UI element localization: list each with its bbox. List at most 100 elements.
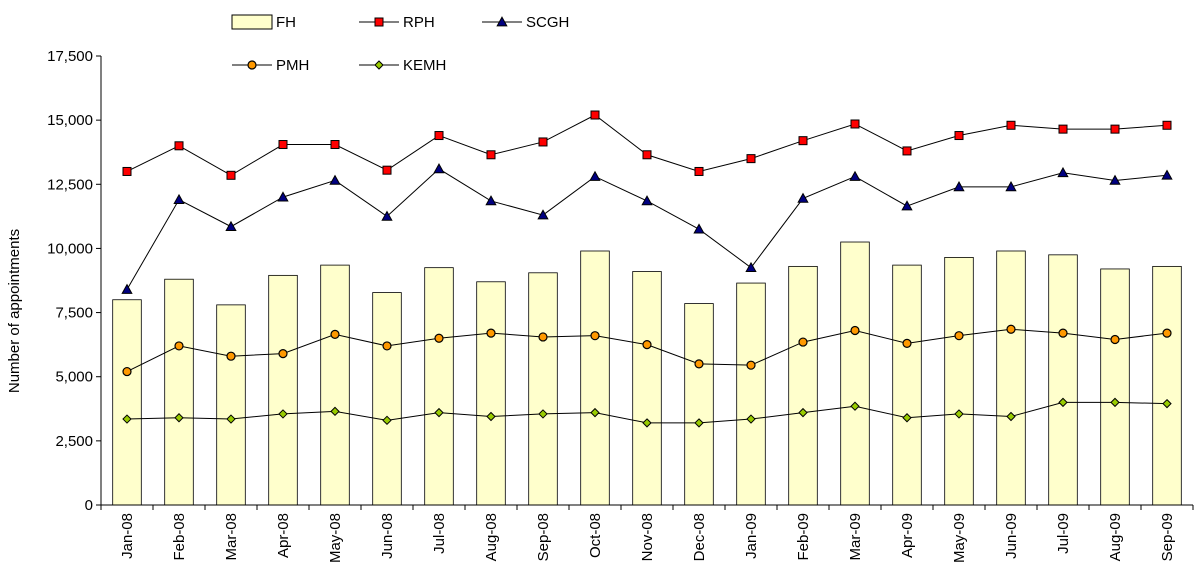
point-rph-jan-08 xyxy=(122,166,132,176)
x-tick-label: Aug-09 xyxy=(1107,513,1124,561)
x-tick-label: Feb-09 xyxy=(795,513,812,561)
bar-fh-apr-09 xyxy=(892,264,922,506)
point-rph-nov-08 xyxy=(642,150,652,160)
legend: FH RPH SCGH PMH KEMH xyxy=(231,14,569,74)
point-pmh-apr-09 xyxy=(902,338,912,348)
bar-fh-may-08 xyxy=(320,264,350,506)
y-tick-label: 15,000 xyxy=(47,112,93,129)
point-kemh-aug-08 xyxy=(486,411,496,422)
point-rph-feb-08 xyxy=(174,141,184,151)
point-rph-mar-08 xyxy=(226,170,236,180)
legend-label-scgh: SCGH xyxy=(526,14,569,31)
bar-fh-feb-08 xyxy=(164,278,194,506)
point-rph-may-08 xyxy=(330,140,340,150)
x-tick-label: Dec-08 xyxy=(691,513,708,561)
x-tick-label: Jan-09 xyxy=(743,513,760,559)
legend-marker-rph xyxy=(374,17,384,27)
point-pmh-may-09 xyxy=(954,331,964,341)
x-tick-label: Oct-08 xyxy=(587,513,604,558)
point-kemh-apr-08 xyxy=(278,409,288,419)
point-kemh-may-09 xyxy=(954,409,964,419)
point-kemh-jan-09 xyxy=(746,414,756,424)
bar-fh-jul-09 xyxy=(1048,254,1078,506)
y-tick-label: 7,500 xyxy=(55,305,93,322)
legend-marker-scgh xyxy=(496,16,508,27)
bar-fh-mar-09 xyxy=(840,241,870,506)
x-tick-label: Jul-08 xyxy=(431,513,448,554)
point-scgh-sep-08 xyxy=(537,209,549,220)
point-pmh-jul-08 xyxy=(434,333,444,343)
x-tick-label: Jun-09 xyxy=(1003,513,1020,559)
point-scgh-apr-09 xyxy=(901,200,913,211)
point-scgh-mar-08 xyxy=(225,220,237,231)
point-scgh-apr-08 xyxy=(277,191,289,202)
point-kemh-nov-08 xyxy=(642,418,652,428)
x-tick-label: Sep-09 xyxy=(1159,513,1176,561)
point-scgh-sep-09 xyxy=(1161,169,1173,180)
point-scgh-nov-08 xyxy=(641,195,653,206)
point-scgh-feb-08 xyxy=(173,193,185,205)
point-scgh-mar-09 xyxy=(849,170,861,181)
point-rph-sep-08 xyxy=(538,137,548,147)
point-pmh-feb-08 xyxy=(174,341,184,351)
x-tick-label: Mar-08 xyxy=(223,513,240,561)
point-pmh-oct-08 xyxy=(590,331,600,341)
y-tick-label: 10,000 xyxy=(47,240,93,257)
point-rph-jul-09 xyxy=(1058,124,1068,134)
bar-fh-aug-09 xyxy=(1100,268,1130,506)
x-tick-label: Sep-08 xyxy=(535,513,552,561)
plot-area: 0 2,500 5,000 7,500 10,000 12,500 15,000 17,500… xyxy=(47,48,1194,563)
point-scgh-jun-08 xyxy=(381,210,393,221)
point-pmh-apr-08 xyxy=(278,349,288,359)
point-scgh-jan-08 xyxy=(121,283,133,294)
point-kemh-jan-08 xyxy=(122,414,132,424)
bar-fh-aug-08 xyxy=(476,281,506,506)
legend-label-fh: FH xyxy=(276,14,296,31)
x-tick-label: Mar-09 xyxy=(847,513,864,561)
bar-fh-may-09 xyxy=(944,257,974,506)
x-tick-label: Nov-08 xyxy=(639,513,656,561)
point-rph-may-09 xyxy=(954,131,964,141)
bar-fh-jun-09 xyxy=(996,250,1026,506)
point-scgh-oct-08 xyxy=(589,170,601,181)
x-tick-label: Feb-08 xyxy=(171,513,188,561)
y-tick-label: 12,500 xyxy=(47,176,93,193)
bar-fh-jan-08 xyxy=(112,299,142,506)
point-rph-jun-09 xyxy=(1006,120,1016,130)
point-kemh-sep-08 xyxy=(538,409,548,419)
point-pmh-feb-09 xyxy=(798,337,808,347)
point-rph-aug-09 xyxy=(1110,124,1120,134)
point-scgh-aug-09 xyxy=(1109,174,1121,185)
point-rph-jan-09 xyxy=(746,154,756,164)
point-kemh-may-08 xyxy=(330,406,340,417)
point-rph-mar-09 xyxy=(850,119,860,129)
point-scgh-dec-08 xyxy=(693,223,705,234)
point-rph-jun-08 xyxy=(382,165,392,175)
point-kemh-oct-08 xyxy=(590,407,600,418)
point-pmh-sep-09 xyxy=(1162,328,1172,338)
point-pmh-nov-08 xyxy=(642,340,652,350)
point-rph-apr-08 xyxy=(278,140,288,150)
point-scgh-may-09 xyxy=(953,181,965,192)
bar-fh-sep-08 xyxy=(528,272,558,506)
point-pmh-jan-08 xyxy=(122,366,132,377)
point-pmh-aug-09 xyxy=(1110,334,1120,345)
bar-fh-jan-09 xyxy=(736,282,766,506)
legend-marker-pmh xyxy=(247,60,257,70)
y-axis-title-group: Number of appointments xyxy=(6,229,23,393)
point-rph-apr-09 xyxy=(902,146,912,156)
x-tick-label: May-09 xyxy=(951,513,968,563)
point-scgh-jul-09 xyxy=(1057,166,1069,178)
x-tick-label: Apr-09 xyxy=(899,513,916,558)
bar-fh-jul-08 xyxy=(424,267,454,506)
bar-fh-mar-08 xyxy=(216,304,246,506)
bar-fh-feb-09 xyxy=(788,265,818,506)
point-kemh-jun-09 xyxy=(1006,411,1016,422)
point-kemh-sep-09 xyxy=(1162,398,1172,409)
point-kemh-apr-09 xyxy=(902,413,912,423)
point-pmh-dec-08 xyxy=(694,359,704,369)
point-pmh-may-08 xyxy=(330,329,340,339)
point-rph-aug-08 xyxy=(486,150,496,160)
point-rph-oct-08 xyxy=(590,110,600,120)
point-pmh-jun-08 xyxy=(382,341,392,351)
